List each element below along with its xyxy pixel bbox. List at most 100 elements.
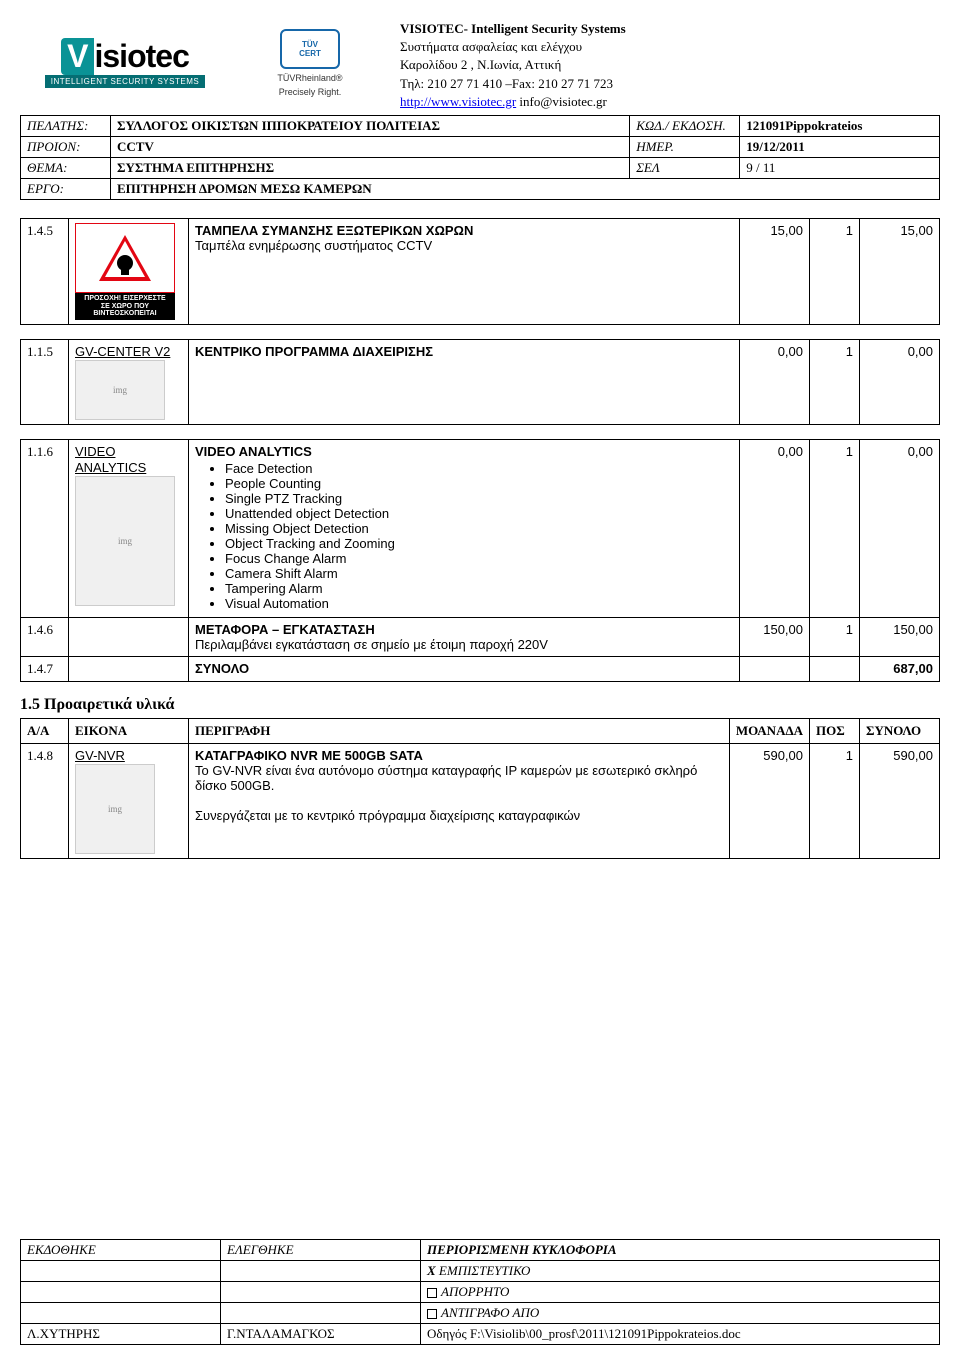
company-line2: Συστήματα ασφαλείας και ελέγχου xyxy=(400,38,626,56)
meta-client-value: ΣΥΛΛΟΓΟΣ ΟΙΚΙΣΤΩΝ ΙΠΠΟΚΡΑΤΕΙΟΥ ΠΟΛΙΤΕΙΑΣ xyxy=(111,115,630,136)
footer-aporrito: ΑΠΟΡΡΗΤΟ xyxy=(421,1282,940,1303)
meta-page-value: 9 / 11 xyxy=(740,157,940,178)
items-table-1: 1.4.5 ΠΡΟΣΟΧΗ! ΕΙΣΕΡΧΕΣΤΕ ΣΕ ΧΩΡΟ ΠΟΥ ΒΙ… xyxy=(20,218,940,325)
row-image-cell: ΠΡΟΣΟΧΗ! ΕΙΣΕΡΧΕΣΤΕ ΣΕ ΧΩΡΟ ΠΟΥ ΒΙΝΤΕΟΣΚ… xyxy=(69,218,189,324)
company-info: VISIOTEC- Intelligent Security Systems Σ… xyxy=(390,20,626,111)
th-synolo: ΣΥΝΟΛΟ xyxy=(860,719,940,744)
list-item: Unattended object Detection xyxy=(225,506,733,521)
logo-text: isiotec xyxy=(94,38,188,75)
table-header-row: Α/Α ΕΙΚΟΝΑ ΠΕΡΙΓΡΑΦΗ ΜΟΑΝΑΔΑ ΠΟΣ ΣΥΝΟΛΟ xyxy=(21,719,940,744)
footer-table: ΕΚΔΟΘΗΚΕ ΕΛΕΓΘΗΚΕ ΠΕΡΙΟΡΙΣΜΕΝΗ ΚΥΚΛΟΦΟΡΙ… xyxy=(20,1239,940,1345)
company-url[interactable]: http://www.visiotec.gr xyxy=(400,94,516,109)
row-line2: Το GV-NVR είναι ένα αυτόνομο σύστημα κατ… xyxy=(195,763,723,793)
sign-text-1: ΠΡΟΣΟΧΗ! ΕΙΣΕΡΧΕΣΤΕ xyxy=(76,295,174,303)
meta-product-label: ΠΡΟΙΟΝ: xyxy=(21,136,111,157)
row-qty: 1 xyxy=(810,340,860,425)
meta-project-label: ΕΡΓΟ: xyxy=(21,178,111,199)
row-num: 1.4.6 xyxy=(21,618,69,657)
items-table-3: 1.1.6 VIDEO ANALYTICS img VIDEO ANALYTIC… xyxy=(20,439,940,682)
row-total: 0,00 xyxy=(860,440,940,618)
section-1-5-title: 1.5 Προαιρετικά υλικά xyxy=(20,696,940,714)
items-table-2: 1.1.5 GV-CENTER V2 img ΚΕΝΤΡΙΚΟ ΠΡΟΓΡΑΜΜ… xyxy=(20,339,940,425)
meta-code-value: 121091Pippokrateios xyxy=(740,115,940,136)
meta-subject-value: ΣΥΣΤΗΜΑ ΕΠΙΤΗΡΗΣΗΣ xyxy=(111,157,630,178)
table-row: 1.4.7 ΣΥΝΟΛΟ 687,00 xyxy=(21,657,940,682)
footer-name2: Γ.ΝΤΑΛΑΜΑΓΚΟΣ xyxy=(221,1324,421,1345)
row-sub: Ταμπέλα ενημέρωσης συστήματος CCTV xyxy=(195,238,733,253)
footer-name1: Λ.ΧΥΤΗΡΗΣ xyxy=(21,1324,221,1345)
video-analytics-link[interactable]: VIDEO ANALYTICS xyxy=(75,444,146,475)
row-qty: 1 xyxy=(810,744,860,859)
tuv-rheinland: TÜVRheinland® xyxy=(277,73,342,83)
footer-periorismeni: ΠΕΡΙΟΡΙΣΜΕΝΗ ΚΥΚΛΟΦΟΡΙΑ xyxy=(421,1240,940,1261)
row-title: VIDEO ANALYTICS xyxy=(195,444,733,459)
table-row: 1.4.5 ΠΡΟΣΟΧΗ! ΕΙΣΕΡΧΕΣΤΕ ΣΕ ΧΩΡΟ ΠΟΥ ΒΙ… xyxy=(21,218,940,324)
company-line4: Τηλ: 210 27 71 410 –Fax: 210 27 71 723 xyxy=(400,75,626,93)
meta-table: ΠΕΛΑΤΗΣ: ΣΥΛΛΟΓΟΣ ΟΙΚΙΣΤΩΝ ΙΠΠΟΚΡΑΤΕΙΟΥ … xyxy=(20,115,940,200)
th-perigrafi: ΠΕΡΙΓΡΑΦΗ xyxy=(189,719,730,744)
footer-elegxthike: ΕΛΕΓΘΗΚΕ xyxy=(221,1240,421,1261)
video-analytics-image: img xyxy=(75,476,175,606)
company-title: VISIOTEC- Intelligent Security Systems xyxy=(400,20,626,38)
footer-ekdothike: ΕΚΔΟΘΗΚΕ xyxy=(21,1240,221,1261)
tuv-logo: TÜV CERT TÜVRheinland® Precisely Right. xyxy=(240,20,380,105)
tuv-cert: CERT xyxy=(299,49,321,58)
row-unit: 0,00 xyxy=(740,440,810,618)
list-item: Camera Shift Alarm xyxy=(225,566,733,581)
row-line3: Συνεργάζεται με το κεντρικό πρόγραμμα δι… xyxy=(195,808,723,823)
meta-code-label: ΚΩΔ./ ΕΚΔΟΣΗ. xyxy=(630,115,740,136)
footer-antigrafo: ΑΝΤΙΓΡΑΦΟ ΑΠΟ xyxy=(421,1303,940,1324)
th-eikona: ΕΙΚΟΝΑ xyxy=(69,719,189,744)
row-unit: 150,00 xyxy=(740,618,810,657)
row-num: 1.4.5 xyxy=(21,218,69,324)
logo-v-letter: V xyxy=(61,38,94,75)
optional-items-table: Α/Α ΕΙΚΟΝΑ ΠΕΡΙΓΡΑΦΗ ΜΟΑΝΑΔΑ ΠΟΣ ΣΥΝΟΛΟ … xyxy=(20,718,940,859)
row-total: 150,00 xyxy=(860,618,940,657)
meta-page-label: ΣΕΛ xyxy=(630,157,740,178)
row-num: 1.4.7 xyxy=(21,657,69,682)
table-row: 1.4.8 GV-NVR img ΚΑΤΑΓΡΑΦΙΚΟ NVR ΜΕ 500G… xyxy=(21,744,940,859)
row-unit: 15,00 xyxy=(740,218,810,324)
row-total: 0,00 xyxy=(860,340,940,425)
row-qty: 1 xyxy=(810,618,860,657)
meta-date-value: 19/12/2011 xyxy=(740,136,940,157)
row-sub: Περιλαμβάνει εγκατάσταση σε σημείο με έτ… xyxy=(195,637,733,652)
checkbox-icon xyxy=(427,1309,437,1319)
row-title: ΜΕΤΑΦΟΡΑ – ΕΓΚΑΤΑΣΤΑΣΗ xyxy=(195,622,733,637)
footer-path: Οδηγός F:\Visiolib\00_prosf\2011\121091P… xyxy=(421,1324,940,1345)
list-item: Face Detection xyxy=(225,461,733,476)
row-title: ΚΑΤΑΓΡΑΦΙΚΟ NVR ΜΕ 500GB SATA xyxy=(195,748,723,763)
row-qty: 1 xyxy=(810,218,860,324)
list-item: Missing Object Detection xyxy=(225,521,733,536)
meta-subject-label: ΘΕΜΑ: xyxy=(21,157,111,178)
analytics-bullet-list: Face DetectionPeople CountingSingle PTZ … xyxy=(225,461,733,611)
table-row: 1.1.6 VIDEO ANALYTICS img VIDEO ANALYTIC… xyxy=(21,440,940,618)
th-monada: ΜΟΑΝΑΔΑ xyxy=(729,719,809,744)
gv-center-image: img xyxy=(75,360,165,420)
footer-empisteytiko: X ΕΜΠΙΣΤΕΥΤΙΚΟ xyxy=(421,1261,940,1282)
list-item: Object Tracking and Zooming xyxy=(225,536,733,551)
row-title: ΣΥΝΟΛΟ xyxy=(195,661,733,676)
row-total: 590,00 xyxy=(860,744,940,859)
row-num: 1.1.5 xyxy=(21,340,69,425)
tuv-top: TÜV xyxy=(302,40,318,49)
row-num: 1.4.8 xyxy=(21,744,69,859)
row-total: 687,00 xyxy=(860,657,940,682)
row-title: ΤΑΜΠΕΛΑ ΣΥΜΑΝΣΗΣ ΕΞΩΤΕΡΙΚΩΝ ΧΩΡΩΝ xyxy=(195,223,733,238)
list-item: Tampering Alarm xyxy=(225,581,733,596)
sign-text-2: ΣΕ ΧΩΡΟ ΠΟΥ xyxy=(76,303,174,311)
page-header: V isiotec INTELLIGENT SECURITY SYSTEMS T… xyxy=(20,20,940,111)
gv-center-link[interactable]: GV-CENTER V2 xyxy=(75,344,170,359)
row-qty: 1 xyxy=(810,440,860,618)
company-line3: Καρολίδου 2 , Ν.Ιωνία, Αττική xyxy=(400,56,626,74)
meta-project-value: ΕΠΙΤΗΡΗΣΗ ΔΡΟΜΩΝ ΜΕΣΩ ΚΑΜΕΡΩΝ xyxy=(111,178,940,199)
th-aa: Α/Α xyxy=(21,719,69,744)
gv-nvr-link[interactable]: GV-NVR xyxy=(75,748,125,763)
sign-text-3: ΒΙΝΤΕΟΣΚΟΠΕΙΤΑΙ xyxy=(76,310,174,318)
table-row: 1.4.6 ΜΕΤΑΦΟΡΑ – ΕΓΚΑΤΑΣΤΑΣΗ Περιλαμβάνε… xyxy=(21,618,940,657)
meta-date-label: ΗΜΕΡ. xyxy=(630,136,740,157)
page-footer: ΕΚΔΟΘΗΚΕ ΕΛΕΓΘΗΚΕ ΠΕΡΙΟΡΙΣΜΕΝΗ ΚΥΚΛΟΦΟΡΙ… xyxy=(20,1239,940,1345)
visiotec-logo: V isiotec INTELLIGENT SECURITY SYSTEMS xyxy=(20,20,230,105)
list-item: Single PTZ Tracking xyxy=(225,491,733,506)
row-total: 15,00 xyxy=(860,218,940,324)
